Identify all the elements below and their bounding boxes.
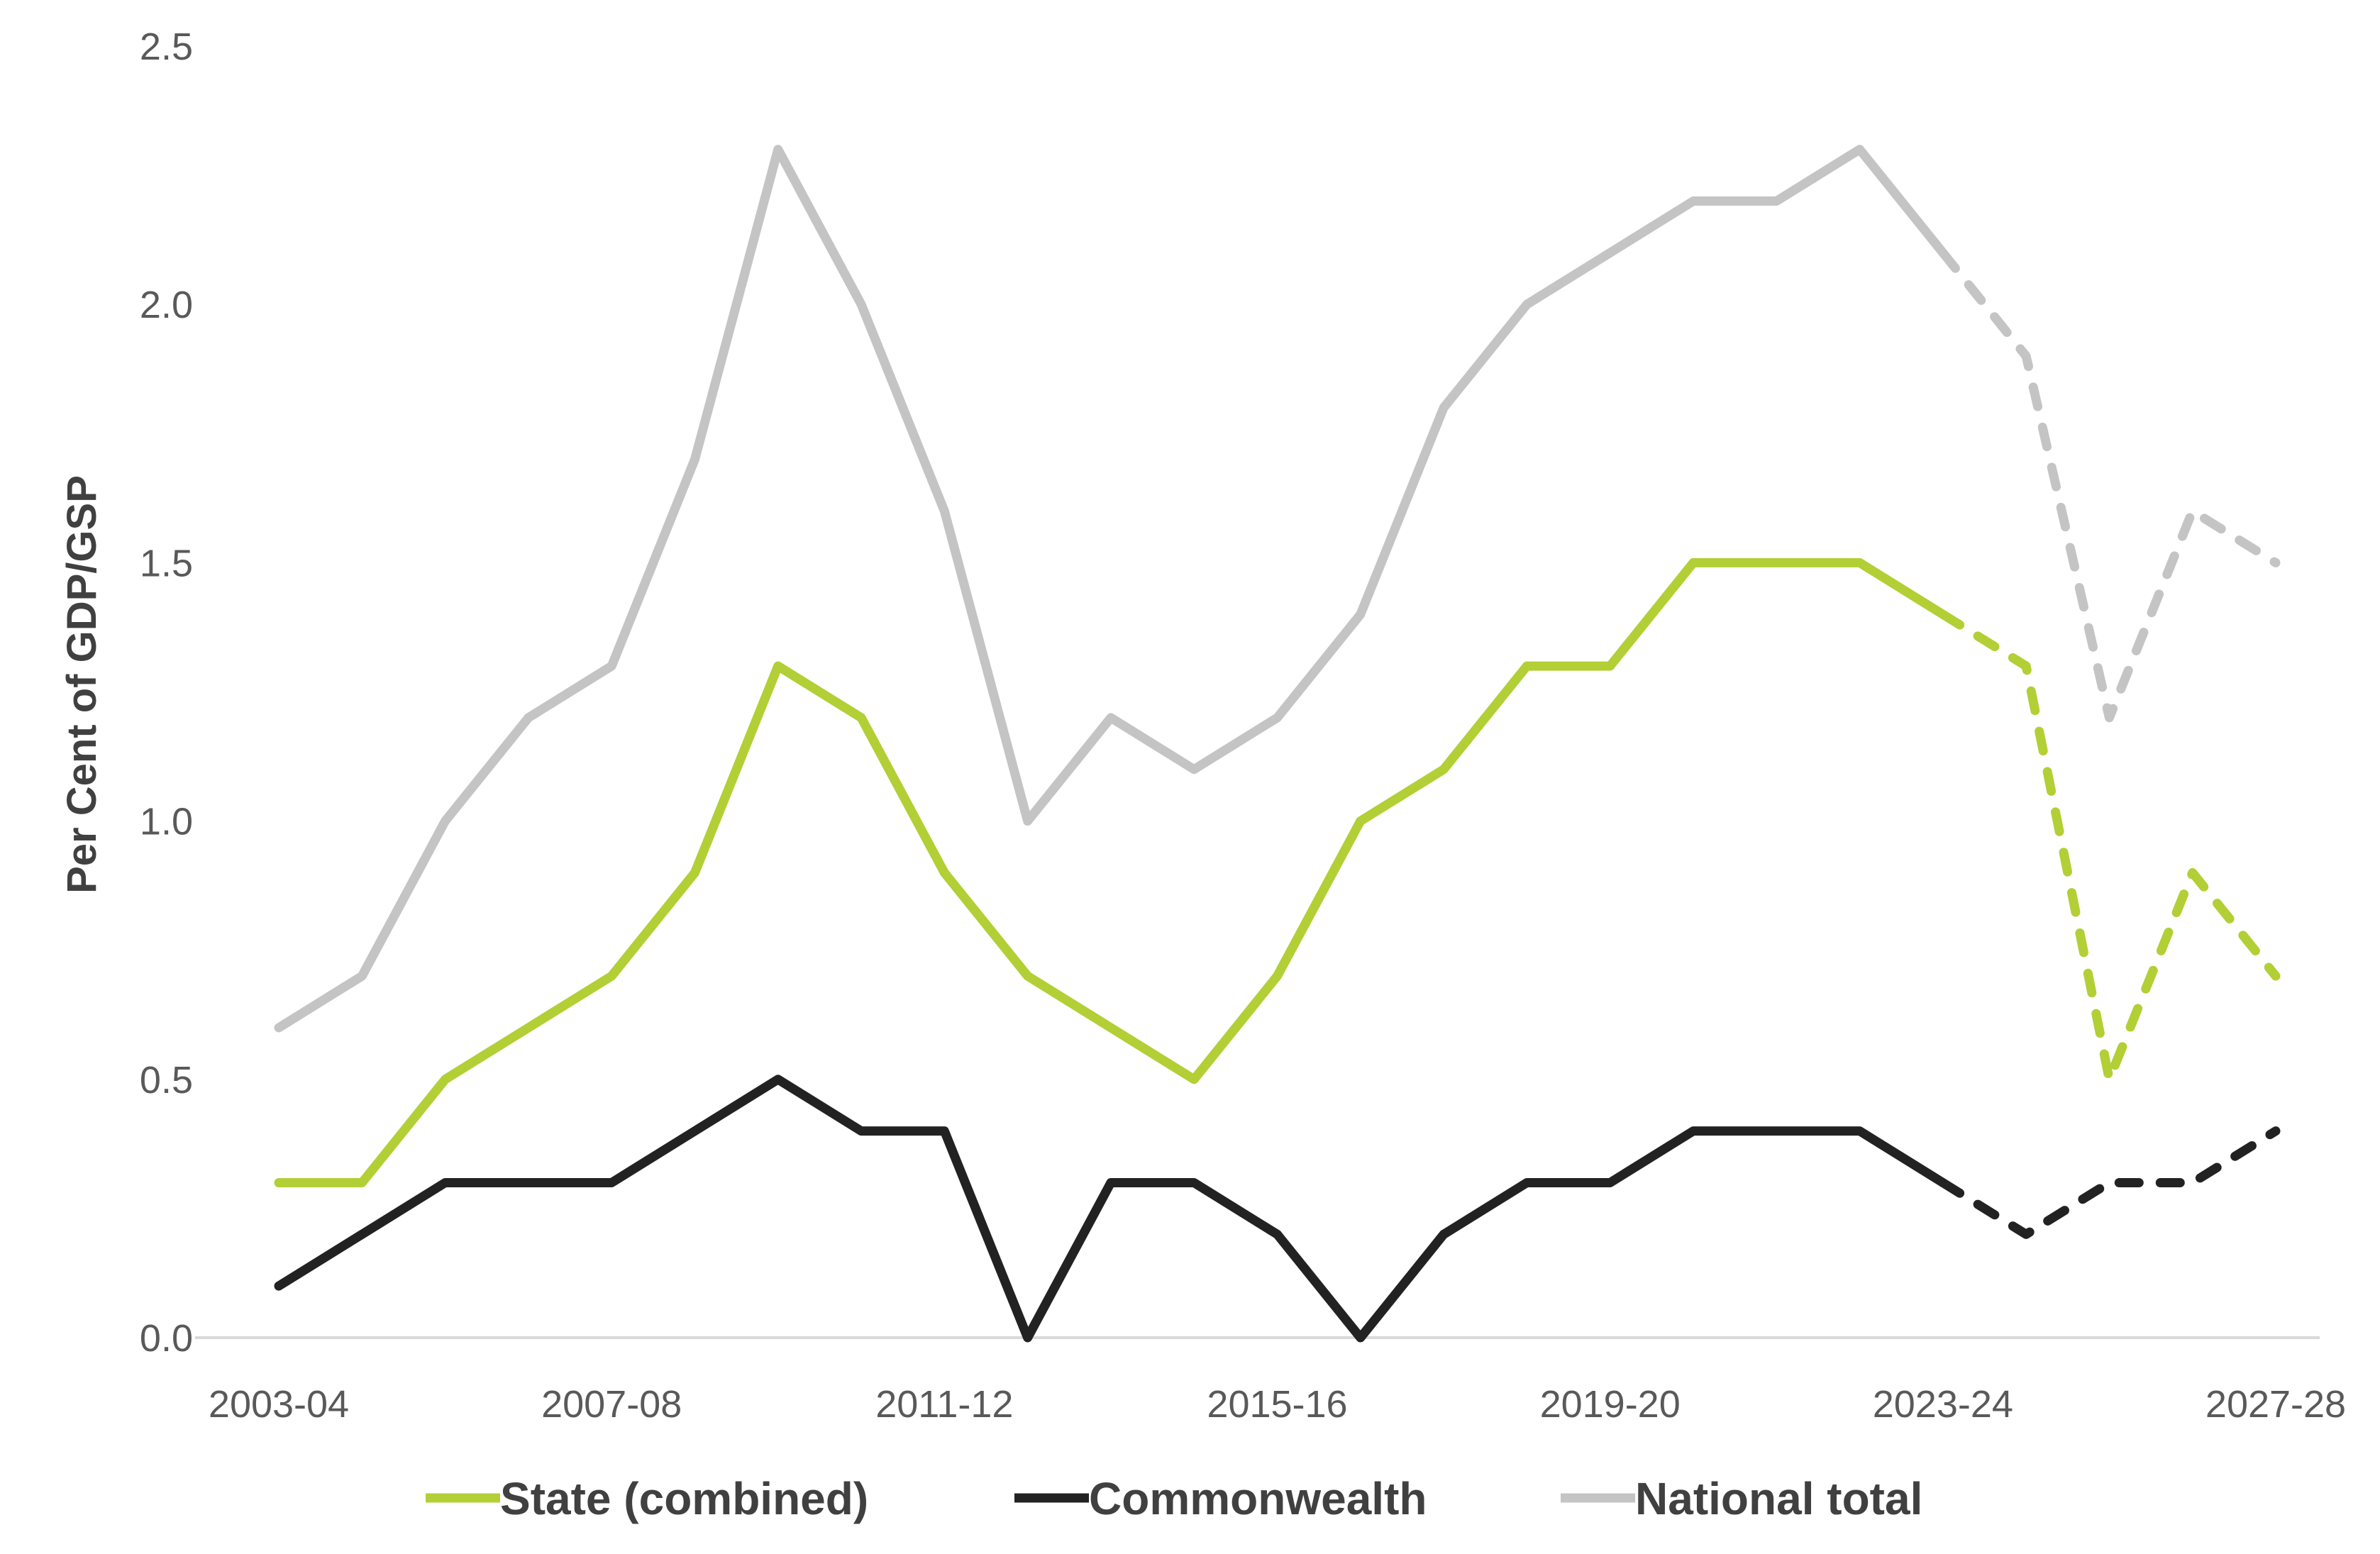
y-tick-label: 1.5 [140, 542, 193, 584]
legend-label-state-combined: State (combined) [500, 1473, 868, 1524]
x-tick-label: 2027-28 [2205, 1383, 2346, 1426]
x-tick-label: 2019-20 [1540, 1383, 1681, 1426]
series-line-state-combined-actual [274, 557, 1948, 1187]
series-line-commonwealth-projected [1938, 1126, 2281, 1239]
y-tick-label: 0.0 [140, 1317, 193, 1360]
x-tick-label: 2011-12 [875, 1383, 1013, 1426]
y-tick-label: 2.5 [140, 26, 193, 68]
legend-label-commonwealth: Commonwealth [1089, 1473, 1427, 1524]
series-line-national-total-projected [1938, 248, 2281, 723]
y-tick-label: 0.5 [140, 1059, 193, 1101]
x-tick-label: 2003-04 [209, 1383, 349, 1426]
y-tick-label: 2.0 [140, 284, 193, 326]
series-line-commonwealth-actual [274, 1075, 1948, 1343]
x-tick-label: 2015-16 [1207, 1383, 1347, 1426]
x-tick-label: 2007-08 [541, 1383, 682, 1426]
series-line-national-total-actual [274, 145, 1948, 1033]
x-tick-label: 2023-24 [1873, 1383, 2013, 1426]
y-tick-label: 1.0 [140, 801, 193, 843]
series-line-state-combined-projected [1938, 609, 2281, 1084]
y-axis-title: Per Cent of GDP/GSP [59, 475, 105, 894]
legend-label-national-total: National total [1635, 1473, 1922, 1524]
